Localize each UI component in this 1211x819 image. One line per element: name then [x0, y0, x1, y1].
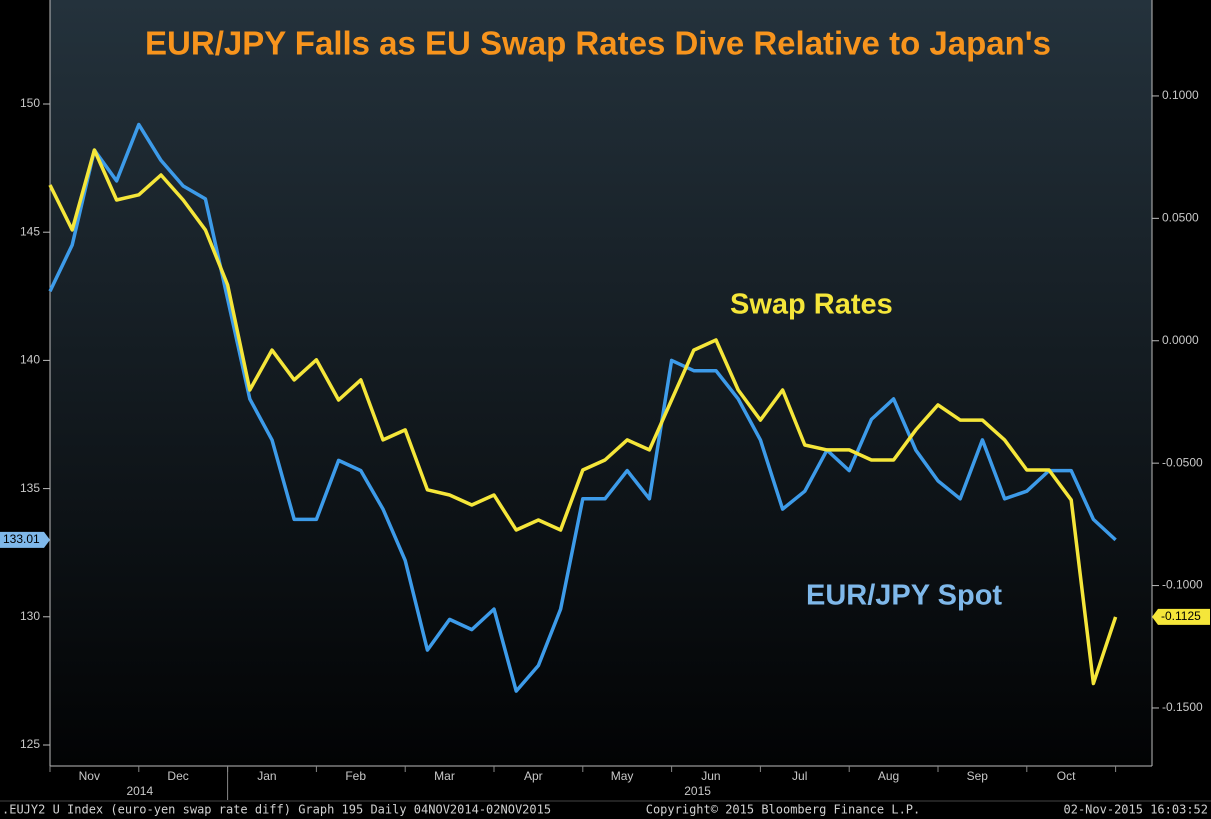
chart-title: EUR/JPY Falls as EU Swap Rates Dive Rela…: [145, 25, 1051, 62]
x-tick-label: Jan: [257, 769, 276, 783]
year-label: 2014: [126, 784, 153, 798]
x-tick-label: Dec: [167, 769, 188, 783]
footer-center: Copyright© 2015 Bloomberg Finance L.P.: [646, 803, 921, 817]
x-tick-label: May: [611, 769, 634, 783]
y-tick-label: 140: [20, 353, 40, 367]
x-tick-label: Jun: [701, 769, 720, 783]
plot-area: [50, 0, 1152, 766]
series-annotation: Swap Rates: [730, 289, 893, 321]
y2-tick-label: -0.1000: [1162, 578, 1203, 592]
y2-tick-label: -0.1500: [1162, 700, 1203, 714]
footer-right: 02-Nov-2015 16:03:52: [1064, 803, 1209, 817]
x-tick-label: Sep: [967, 769, 989, 783]
x-tick-label: Feb: [345, 769, 366, 783]
x-tick-label: Mar: [434, 769, 455, 783]
x-tick-label: Apr: [524, 769, 543, 783]
series-line: [48, 122, 1117, 693]
x-tick-label: Nov: [79, 769, 100, 783]
last-value-tag: [0, 531, 50, 548]
last-value-label: 133.01: [3, 532, 40, 546]
y-tick-label: 150: [20, 96, 40, 110]
y-tick-label: 145: [20, 224, 40, 238]
x-tick-label: Aug: [878, 769, 899, 783]
last-value-label: -0.1125: [1161, 609, 1201, 623]
series-annotation: EUR/JPY Spot: [806, 580, 1002, 612]
y2-tick-label: -0.0500: [1162, 455, 1203, 469]
y-tick-label: 125: [20, 737, 40, 751]
y2-tick-label: 0.0000: [1162, 333, 1199, 347]
y2-tick-label: 0.1000: [1162, 88, 1199, 102]
x-tick-label: Jul: [792, 769, 807, 783]
y-tick-label: 135: [20, 481, 40, 495]
series-line: [48, 148, 1118, 686]
footer-left: .EUJY2 U Index (euro-yen swap rate diff)…: [2, 803, 551, 817]
x-tick-label: Oct: [1057, 769, 1076, 783]
y2-tick-label: 0.0500: [1162, 211, 1199, 225]
year-label: 2015: [684, 784, 711, 798]
y-tick-label: 130: [20, 609, 40, 623]
last-value-tag: [1152, 608, 1210, 625]
